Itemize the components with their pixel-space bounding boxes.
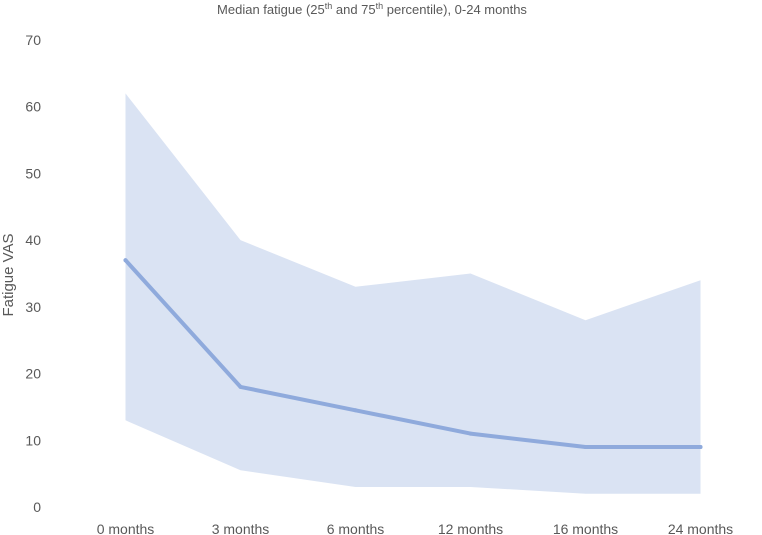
median-point — [353, 408, 358, 413]
percentile-band-layer — [125, 93, 701, 494]
x-tick-label: 24 months — [668, 521, 733, 535]
y-tick-label: 60 — [25, 99, 41, 115]
median-point — [583, 445, 588, 449]
y-tick-label: 50 — [25, 165, 41, 181]
median-point — [238, 384, 243, 389]
x-tick-label: 0 months — [97, 521, 155, 535]
x-tick-label: 12 months — [438, 521, 503, 535]
median-point — [468, 431, 473, 436]
percentile-band — [125, 93, 701, 494]
y-axis-ticks: 0 10 20 30 40 50 60 70 — [25, 32, 41, 515]
y-tick-label: 30 — [25, 299, 41, 315]
x-tick-label: 6 months — [327, 521, 385, 535]
x-tick-label: 3 months — [212, 521, 270, 535]
x-axis-ticks: 0 months 3 months 6 months 12 months 16 mont… — [97, 521, 733, 535]
chart-title: Median fatigue (25th and 75th percentile… — [217, 1, 527, 17]
y-tick-label: 10 — [25, 432, 41, 448]
median-point — [123, 258, 128, 263]
x-tick-label: 16 months — [553, 521, 618, 535]
y-axis-title: Fatigue VAS — [0, 233, 17, 316]
median-line — [123, 258, 703, 449]
y-tick-label: 70 — [25, 32, 41, 48]
y-tick-label: 0 — [33, 499, 41, 515]
y-tick-label: 40 — [25, 232, 41, 248]
median-point — [698, 445, 703, 449]
y-tick-label: 20 — [25, 366, 41, 382]
median-line-layer — [123, 258, 703, 449]
